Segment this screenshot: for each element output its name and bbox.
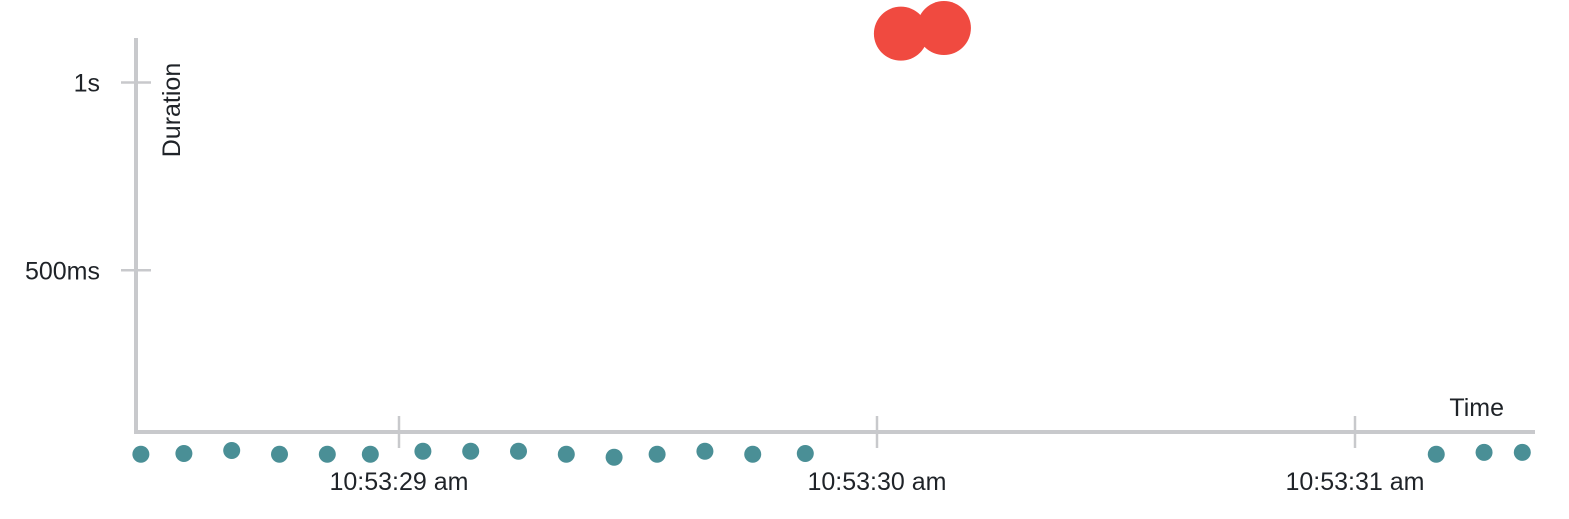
- data-point[interactable]: [510, 442, 527, 460]
- data-point[interactable]: [605, 448, 623, 466]
- data-point[interactable]: [648, 445, 666, 463]
- data-point[interactable]: [1513, 443, 1531, 461]
- points-layer: [132, 1, 1531, 466]
- x-tick-label: 10:53:30 am: [808, 468, 947, 496]
- data-point[interactable]: [175, 444, 193, 462]
- slow-data-point[interactable]: [916, 1, 971, 56]
- data-point[interactable]: [796, 444, 814, 462]
- data-point[interactable]: [1475, 443, 1493, 461]
- data-point[interactable]: [271, 445, 288, 463]
- x-axis-title: Time: [1449, 394, 1504, 422]
- data-point[interactable]: [361, 445, 379, 463]
- data-point[interactable]: [696, 442, 714, 460]
- data-point[interactable]: [557, 445, 575, 463]
- x-tick-label: 10:53:31 am: [1286, 468, 1425, 496]
- y-tick-label: 1s: [74, 70, 100, 98]
- data-point[interactable]: [318, 445, 336, 463]
- slow-data-point[interactable]: [873, 6, 928, 61]
- data-point[interactable]: [744, 445, 762, 463]
- data-point[interactable]: [223, 441, 241, 459]
- data-point[interactable]: [132, 445, 150, 463]
- x-tick-label: 10:53:29 am: [330, 468, 469, 496]
- y-tick-label: 500ms: [25, 257, 100, 285]
- axes-layer: 500ms 1s 10:53:29 am 10:53:30 am 10:53:31 am…: [25, 38, 1535, 496]
- y-axis-title: Duration: [158, 63, 186, 158]
- data-point[interactable]: [462, 442, 480, 460]
- data-point[interactable]: [1427, 445, 1445, 463]
- data-point[interactable]: [414, 442, 432, 460]
